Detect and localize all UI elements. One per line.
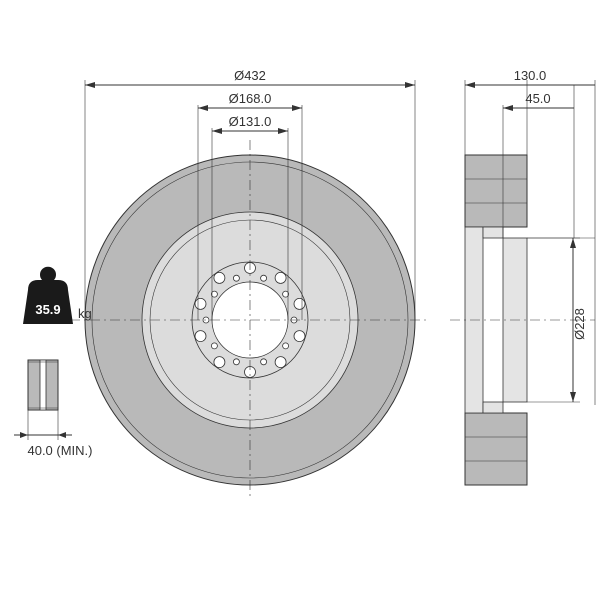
dim-bolt-circle: Ø168.0	[229, 91, 272, 106]
dim-hub-diameter: Ø228	[572, 308, 587, 340]
bolt-hole	[275, 357, 286, 368]
bolt-hole	[275, 272, 286, 283]
dim-offset: 45.0	[525, 91, 550, 106]
weight-indicator: 35.9 kg	[23, 267, 92, 324]
technical-drawing: TEXTAR Ø432 Ø168.0	[0, 0, 600, 600]
dim-overall-width: 130.0	[514, 68, 547, 83]
bolt-hole	[214, 272, 225, 283]
front-view	[70, 140, 430, 500]
bolt-hole	[294, 331, 305, 342]
small-hole	[233, 359, 239, 365]
dim-outer-diameter: Ø432	[234, 68, 266, 83]
weight-value: 35.9	[35, 302, 60, 317]
bolt-hole	[214, 357, 225, 368]
small-hole	[233, 275, 239, 281]
bolt-hole	[294, 298, 305, 309]
small-hole	[211, 343, 217, 349]
bolt-hole	[195, 298, 206, 309]
small-hole	[261, 359, 267, 365]
min-thickness-detail: 40.0 (MIN.)	[14, 360, 93, 458]
dim-center-bore: Ø131.0	[229, 114, 272, 129]
bolt-hole	[195, 331, 206, 342]
small-hole	[261, 275, 267, 281]
weight-unit: kg	[78, 306, 92, 321]
small-hole	[283, 343, 289, 349]
dim-min-thickness: 40.0 (MIN.)	[27, 443, 92, 458]
